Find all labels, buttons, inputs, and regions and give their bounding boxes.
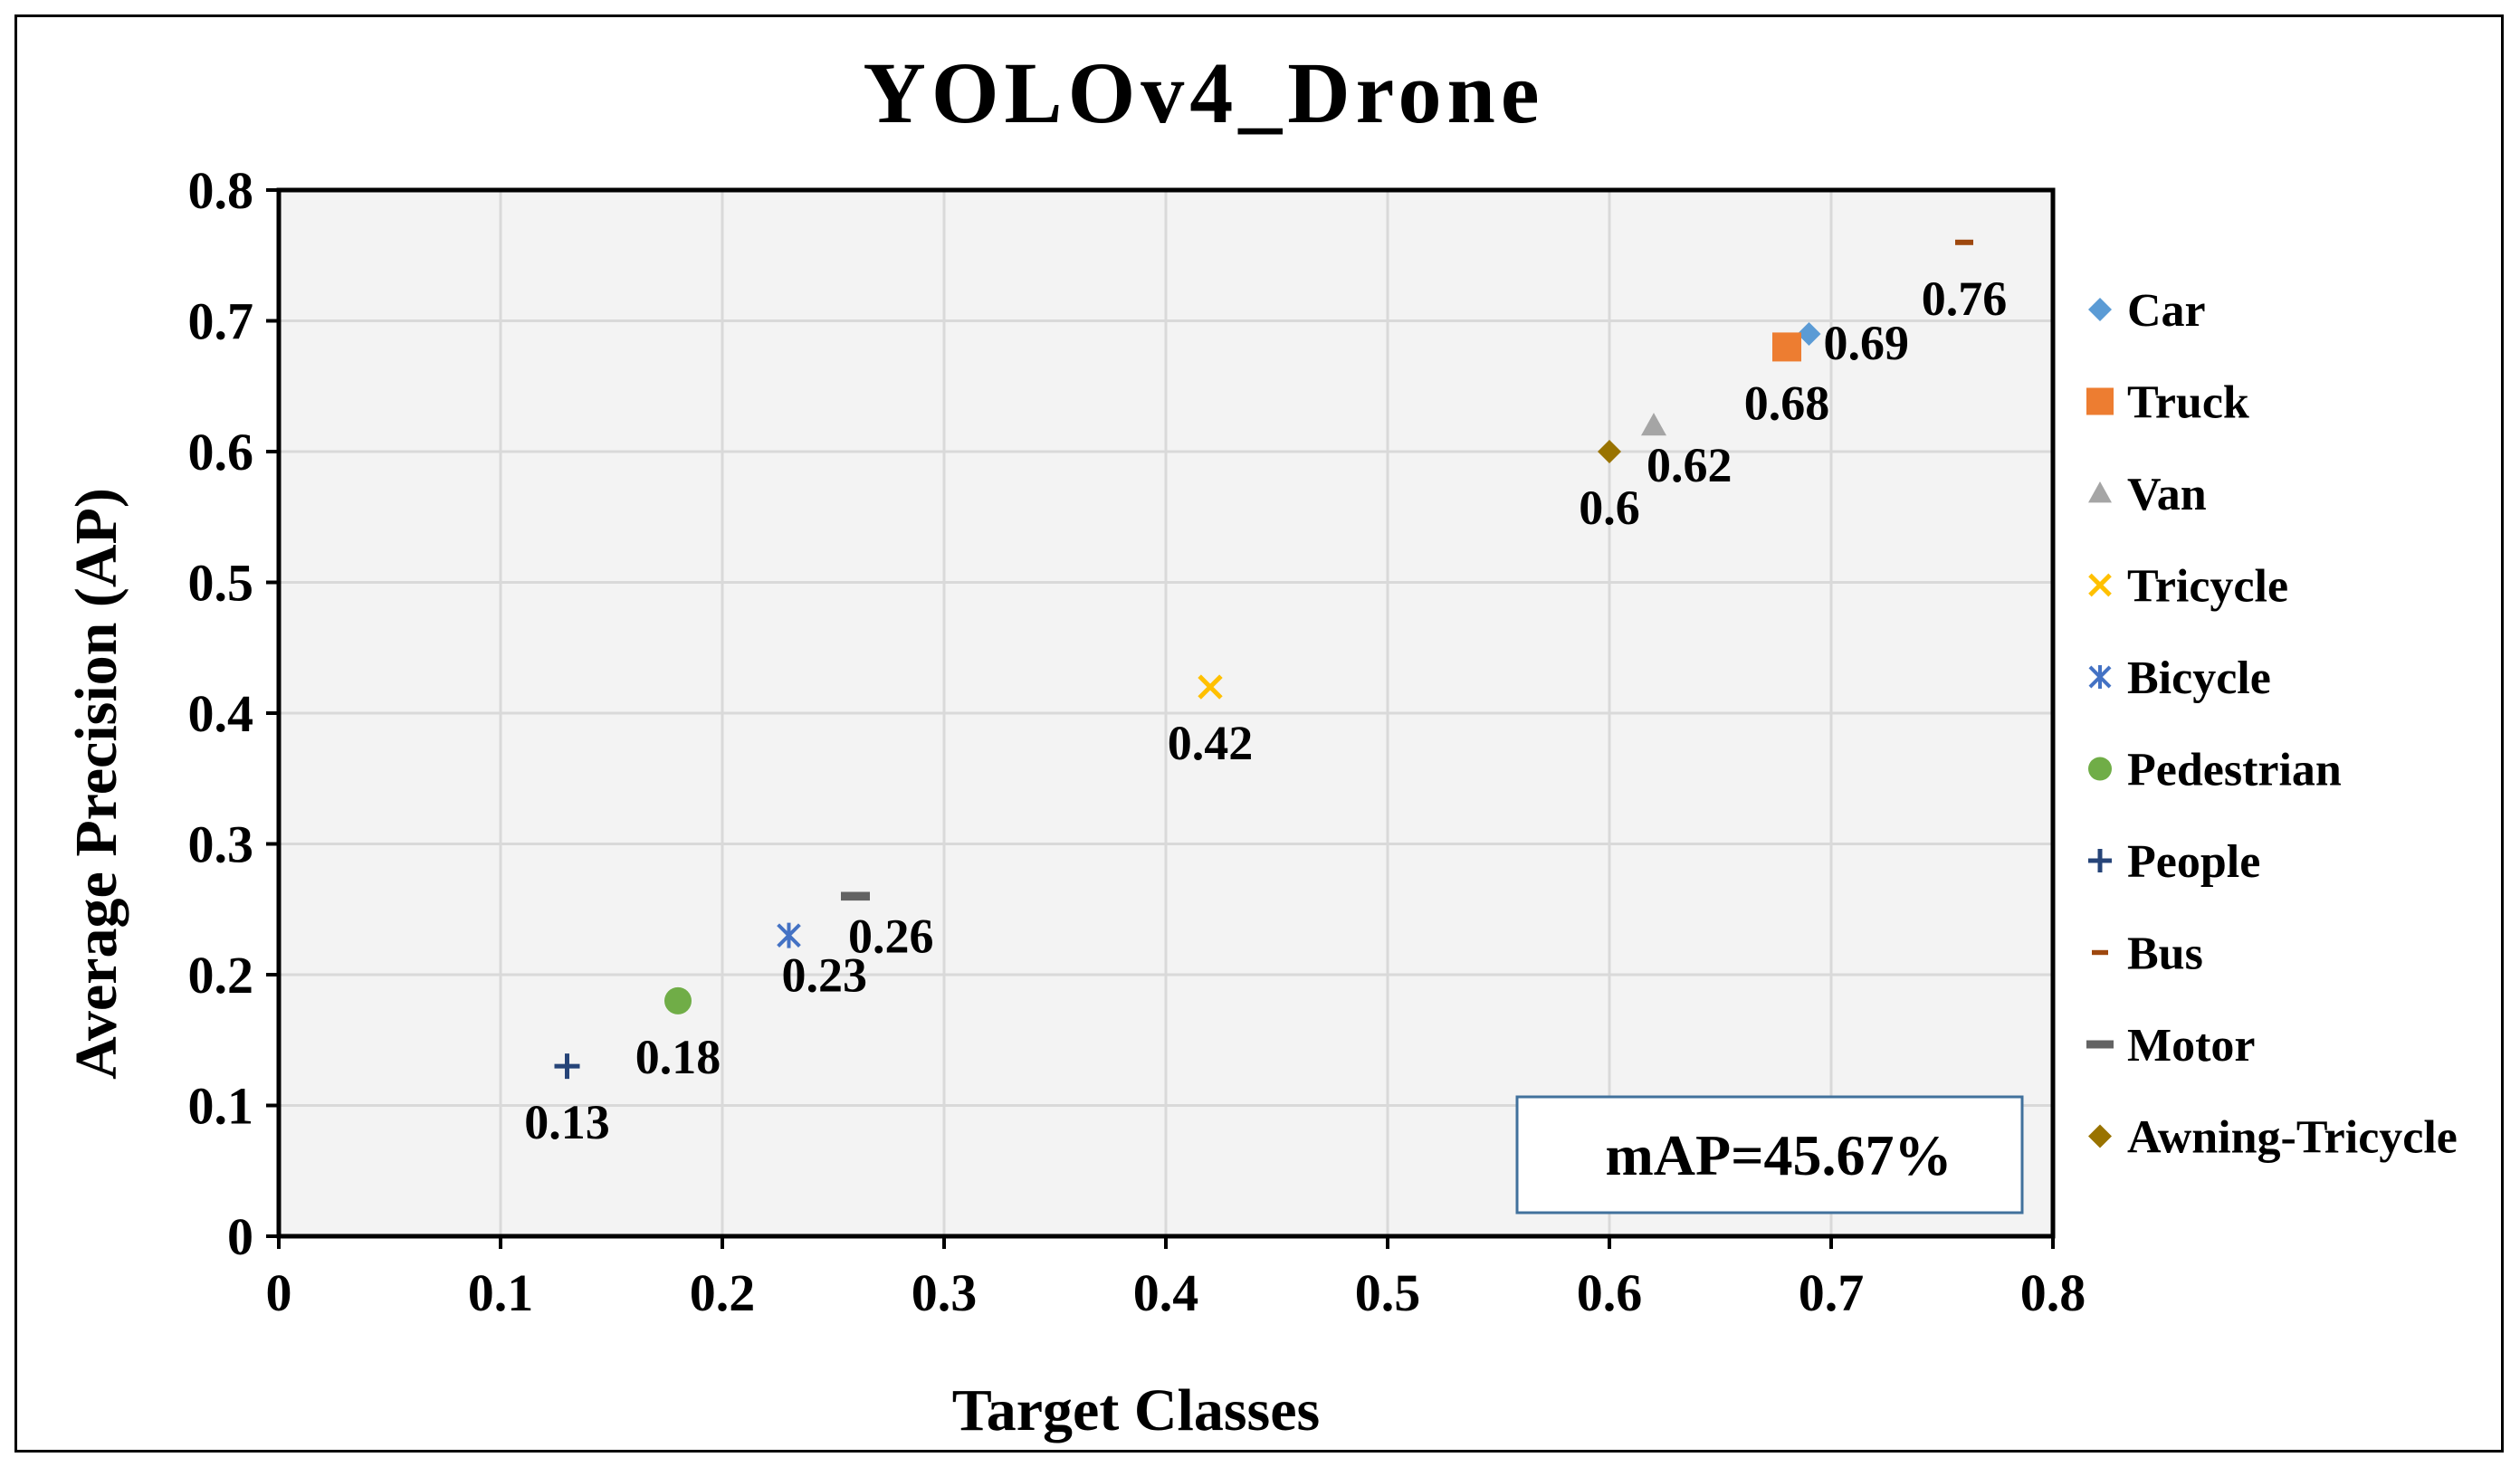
data-points bbox=[554, 239, 1973, 1080]
x-tick-label: 0.1 bbox=[468, 1263, 534, 1322]
y-tick-label: 0 bbox=[227, 1207, 253, 1266]
data-label-people: 0.13 bbox=[524, 1095, 610, 1149]
legend-marker-truck bbox=[2086, 387, 2114, 415]
point-bicycle bbox=[777, 922, 801, 948]
y-tick-label: 0.8 bbox=[188, 161, 254, 220]
point-tricycle bbox=[1198, 674, 1223, 700]
x-axis-label: Target Classes bbox=[952, 1377, 1320, 1443]
data-label-truck: 0.68 bbox=[1744, 376, 1830, 430]
data-label-awning-tricycle: 0.6 bbox=[1579, 481, 1640, 535]
point-truck bbox=[1772, 332, 1801, 362]
data-labels: 0.69 0.680.62 0.42 0.23 0.18 0.13 0.76 0.26 0.6 bbox=[524, 271, 2007, 1149]
legend-label-people: People bbox=[2127, 836, 2260, 888]
legend-label-truck: Truck bbox=[2127, 377, 2249, 429]
chart-title: YOLOv4_Drone bbox=[864, 44, 1545, 141]
legend-marker-motor bbox=[2086, 1040, 2114, 1049]
legend: Car Truck Van Tricycle Bicycle Pedestrian Peop… bbox=[2086, 285, 2458, 1164]
point-bus bbox=[1955, 239, 1973, 245]
legend-marker-awning-tricycle bbox=[2088, 1124, 2112, 1148]
legend-label-motor: Motor bbox=[2127, 1020, 2255, 1072]
y-tick-label: 0.3 bbox=[188, 815, 254, 874]
x-tick-label: 0.4 bbox=[1133, 1263, 1199, 1322]
y-tick-label: 0.5 bbox=[188, 554, 254, 613]
data-label-bus: 0.76 bbox=[1922, 271, 2008, 326]
data-label-van: 0.62 bbox=[1647, 438, 1732, 492]
point-van bbox=[1641, 413, 1666, 436]
legend-label-pedestrian: Pedestrian bbox=[2127, 745, 2342, 796]
legend-marker-people bbox=[2088, 849, 2112, 872]
grid-lines bbox=[279, 190, 2053, 1236]
legend-marker-car bbox=[2088, 298, 2112, 321]
x-tick-label: 0.8 bbox=[2020, 1263, 2086, 1322]
y-tick-label: 0.6 bbox=[188, 423, 254, 481]
y-axis-label: Average Precision (AP) bbox=[63, 488, 129, 1080]
x-tick-label: 0.5 bbox=[1355, 1263, 1421, 1322]
y-tick-label: 0.4 bbox=[188, 684, 254, 743]
legend-label-bus: Bus bbox=[2127, 929, 2203, 980]
y-tick-label: 0.2 bbox=[188, 946, 254, 1005]
legend-marker-tricycle bbox=[2088, 573, 2112, 597]
y-tick-label: 0.7 bbox=[188, 292, 254, 351]
x-tick-label: 0.6 bbox=[1577, 1263, 1643, 1322]
y-axis-ticks: 0 0.1 0.2 0.3 0.4 0.5 0.6 0.7 0.8 bbox=[188, 161, 279, 1266]
data-label-tricycle: 0.42 bbox=[1168, 716, 1254, 770]
map-annotation-box bbox=[1515, 1095, 2024, 1215]
legend-label-tricycle: Tricycle bbox=[2127, 561, 2288, 613]
legend-marker-van bbox=[2088, 481, 2112, 503]
x-tick-label: 0 bbox=[266, 1263, 292, 1322]
data-label-pedestrian: 0.18 bbox=[635, 1030, 721, 1084]
legend-label-awning-tricycle: Awning-Tricycle bbox=[2127, 1112, 2458, 1164]
x-tick-label: 0.7 bbox=[1799, 1263, 1865, 1322]
map-annotation: mAP=45.67% bbox=[1605, 1123, 1952, 1187]
point-car bbox=[1797, 321, 1821, 346]
x-axis-ticks: 0 0.1 0.2 0.3 0.4 0.5 0.6 0.7 0.8 bbox=[266, 1236, 2086, 1322]
x-tick-label: 0.3 bbox=[912, 1263, 978, 1322]
chart-frame bbox=[14, 14, 2504, 1453]
data-label-motor: 0.26 bbox=[848, 909, 934, 963]
point-awning-tricycle bbox=[1598, 440, 1621, 463]
legend-label-van: Van bbox=[2127, 469, 2207, 520]
data-label-car: 0.69 bbox=[1824, 316, 1910, 370]
legend-marker-bicycle bbox=[2088, 665, 2112, 689]
legend-label-car: Car bbox=[2127, 285, 2206, 337]
legend-marker-bus bbox=[2092, 949, 2108, 956]
data-label-bicycle: 0.23 bbox=[782, 948, 868, 1003]
legend-label-bicycle: Bicycle bbox=[2127, 653, 2271, 704]
legend-marker-pedestrian bbox=[2088, 757, 2112, 781]
y-tick-label: 0.1 bbox=[188, 1077, 254, 1136]
point-pedestrian bbox=[664, 986, 692, 1015]
x-tick-label: 0.2 bbox=[690, 1263, 756, 1322]
point-people bbox=[554, 1053, 580, 1080]
point-motor bbox=[841, 891, 870, 901]
